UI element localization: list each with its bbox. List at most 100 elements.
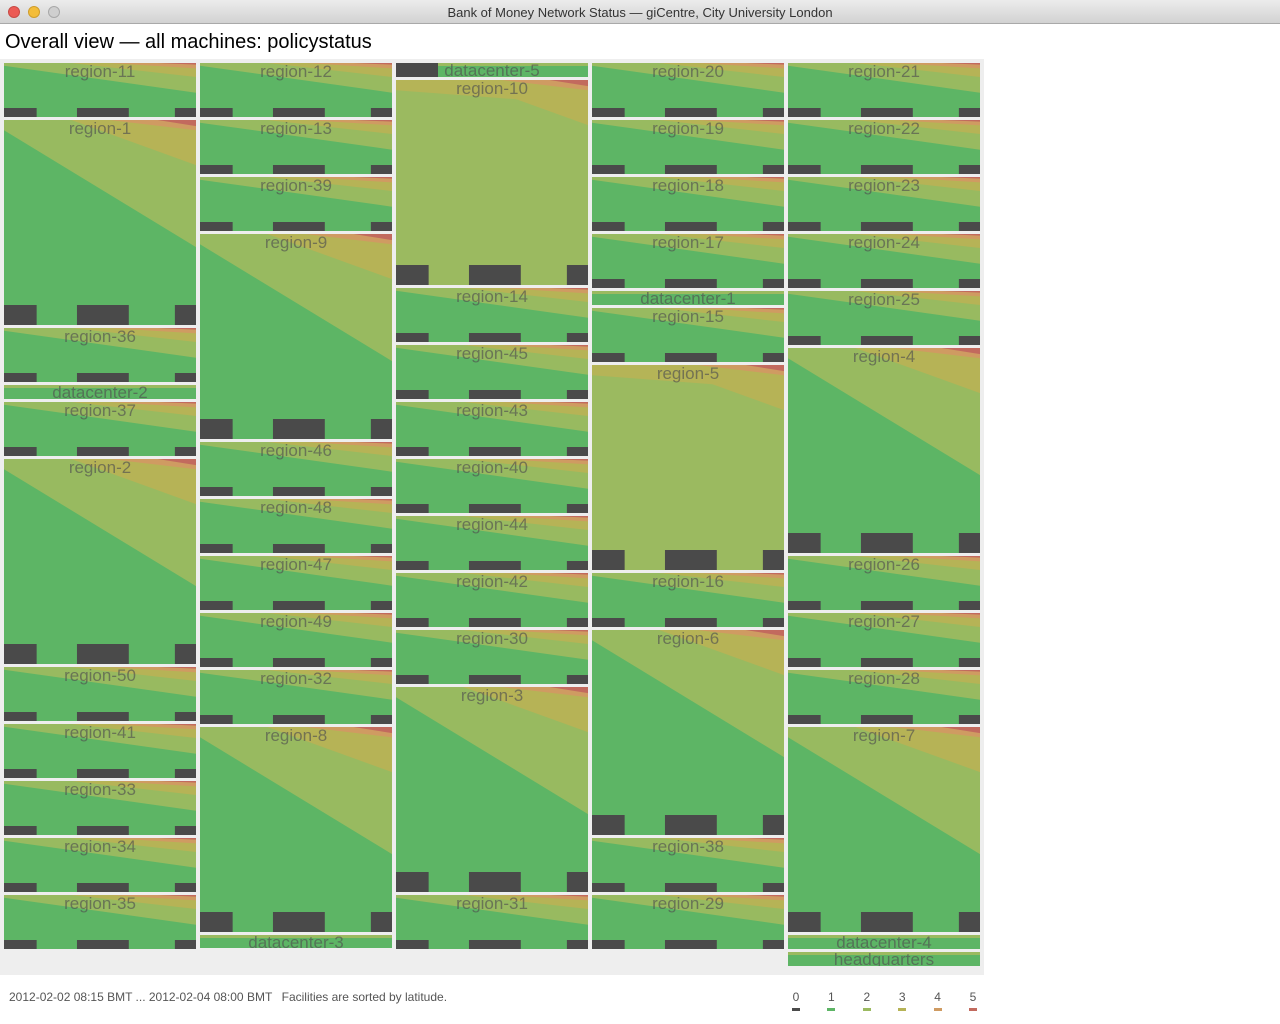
- facility-tile-datacenter-1[interactable]: datacenter-1: [592, 291, 784, 305]
- status-area-chart: [4, 895, 196, 949]
- facility-tile-region-50[interactable]: region-50: [4, 667, 196, 721]
- facility-tile-region-19[interactable]: region-19: [592, 120, 784, 174]
- facility-tile-region-12[interactable]: region-12: [200, 63, 392, 117]
- facility-label: region-17: [652, 234, 724, 252]
- facility-tile-region-32[interactable]: region-32: [200, 670, 392, 724]
- status-area-chart: [788, 63, 980, 117]
- facility-tile-region-38[interactable]: region-38: [592, 838, 784, 892]
- facility-tile-region-16[interactable]: region-16: [592, 573, 784, 627]
- facility-tile-region-2[interactable]: region-2: [4, 459, 196, 664]
- facility-label: region-30: [456, 630, 528, 648]
- facility-tile-region-35[interactable]: region-35: [4, 895, 196, 949]
- status-legend: 0 1 2 3 4 5: [788, 990, 978, 1012]
- facility-tile-region-33[interactable]: region-33: [4, 781, 196, 835]
- facility-tile-region-18[interactable]: region-18: [592, 177, 784, 231]
- status-area-chart: [396, 63, 588, 77]
- status-area-chart: [4, 328, 196, 382]
- facility-label: region-49: [260, 613, 332, 631]
- legend-label: 1: [828, 990, 835, 1004]
- facility-tile-headquarters[interactable]: headquarters: [788, 952, 980, 966]
- facility-tile-region-31[interactable]: region-31: [396, 895, 588, 949]
- zoom-window-button[interactable]: [48, 6, 60, 18]
- facility-label: datacenter-5: [444, 63, 540, 77]
- status-area-chart: [788, 613, 980, 667]
- facility-tile-region-7[interactable]: region-7: [788, 727, 980, 932]
- status-area-chart: [788, 935, 980, 949]
- facility-label: region-43: [456, 402, 528, 420]
- status-area-chart: [788, 234, 980, 288]
- legend-item-2: 2: [859, 990, 875, 1011]
- status-area-chart: [592, 177, 784, 231]
- facility-tile-region-14[interactable]: region-14: [396, 288, 588, 342]
- facility-label: region-29: [652, 895, 724, 913]
- legend-item-5: 5: [965, 990, 981, 1011]
- facility-tile-datacenter-3[interactable]: datacenter-3: [200, 935, 392, 948]
- facility-tile-region-29[interactable]: region-29: [592, 895, 784, 949]
- facility-tile-region-15[interactable]: region-15: [592, 308, 784, 362]
- facility-tile-region-40[interactable]: region-40: [396, 459, 588, 513]
- facility-tile-region-21[interactable]: region-21: [788, 63, 980, 117]
- facility-tile-region-39[interactable]: region-39: [200, 177, 392, 231]
- facility-tile-region-4[interactable]: region-4: [788, 348, 980, 553]
- facility-label: region-38: [652, 838, 724, 856]
- status-area-chart: [592, 895, 784, 949]
- status-area-chart: [788, 120, 980, 174]
- facility-label: region-47: [260, 556, 332, 574]
- facility-tile-region-27[interactable]: region-27: [788, 613, 980, 667]
- legend-swatch: [862, 1008, 871, 1011]
- facility-label: region-44: [456, 516, 528, 534]
- facility-tile-region-8[interactable]: region-8: [200, 727, 392, 932]
- facility-label: region-6: [656, 630, 720, 648]
- facility-tile-region-17[interactable]: region-17: [592, 234, 784, 288]
- facility-tile-region-42[interactable]: region-42: [396, 573, 588, 627]
- facility-label: region-16: [652, 573, 724, 591]
- facility-tile-region-43[interactable]: region-43: [396, 402, 588, 456]
- status-area-chart: [200, 670, 392, 724]
- facility-tile-region-6[interactable]: region-6: [592, 630, 784, 835]
- treemap-canvas[interactable]: region-11 region-1 region-36 datacenter-2 re…: [0, 59, 984, 975]
- facility-tile-region-30[interactable]: region-30: [396, 630, 588, 684]
- facility-tile-region-25[interactable]: region-25: [788, 291, 980, 345]
- facility-tile-region-22[interactable]: region-22: [788, 120, 980, 174]
- facility-tile-region-44[interactable]: region-44: [396, 516, 588, 570]
- minimize-window-button[interactable]: [28, 6, 40, 18]
- status-area-chart: [592, 120, 784, 174]
- status-area-chart: [200, 120, 392, 174]
- facility-tile-region-11[interactable]: region-11: [4, 63, 196, 117]
- facility-tile-region-47[interactable]: region-47: [200, 556, 392, 610]
- facility-tile-region-10[interactable]: region-10: [396, 80, 588, 285]
- status-area-chart: [788, 291, 980, 345]
- facility-tile-region-23[interactable]: region-23: [788, 177, 980, 231]
- facility-tile-region-49[interactable]: region-49: [200, 613, 392, 667]
- facility-tile-region-41[interactable]: region-41: [4, 724, 196, 778]
- legend-item-1: 1: [823, 990, 839, 1011]
- status-area-chart: [200, 442, 392, 496]
- facility-label: region-42: [456, 573, 528, 591]
- facility-tile-region-20[interactable]: region-20: [592, 63, 784, 117]
- time-range-label: 2012-02-02 08:15 BMT ... 2012-02-04 08:0…: [9, 990, 273, 1004]
- facility-tile-region-37[interactable]: region-37: [4, 402, 196, 456]
- facility-tile-datacenter-4[interactable]: datacenter-4: [788, 935, 980, 949]
- close-window-button[interactable]: [8, 6, 20, 18]
- facility-tile-region-9[interactable]: region-9: [200, 234, 392, 439]
- status-area-chart: [4, 724, 196, 778]
- facility-label: region-46: [260, 442, 332, 460]
- facility-tile-region-26[interactable]: region-26: [788, 556, 980, 610]
- facility-tile-region-34[interactable]: region-34: [4, 838, 196, 892]
- facility-tile-region-1[interactable]: region-1: [4, 120, 196, 325]
- facility-tile-region-13[interactable]: region-13: [200, 120, 392, 174]
- facility-tile-datacenter-5[interactable]: datacenter-5: [396, 63, 588, 77]
- facility-label: region-39: [260, 177, 332, 195]
- facility-tile-region-5[interactable]: region-5: [592, 365, 784, 570]
- facility-tile-region-24[interactable]: region-24: [788, 234, 980, 288]
- facility-tile-region-45[interactable]: region-45: [396, 345, 588, 399]
- facility-tile-region-48[interactable]: region-48: [200, 499, 392, 553]
- status-area-chart: [4, 838, 196, 892]
- facility-tile-region-3[interactable]: region-3: [396, 687, 588, 892]
- status-area-chart: [396, 516, 588, 570]
- facility-label: region-37: [64, 402, 136, 420]
- facility-tile-datacenter-2[interactable]: datacenter-2: [4, 385, 196, 399]
- facility-tile-region-36[interactable]: region-36: [4, 328, 196, 382]
- facility-tile-region-28[interactable]: region-28: [788, 670, 980, 724]
- facility-tile-region-46[interactable]: region-46: [200, 442, 392, 496]
